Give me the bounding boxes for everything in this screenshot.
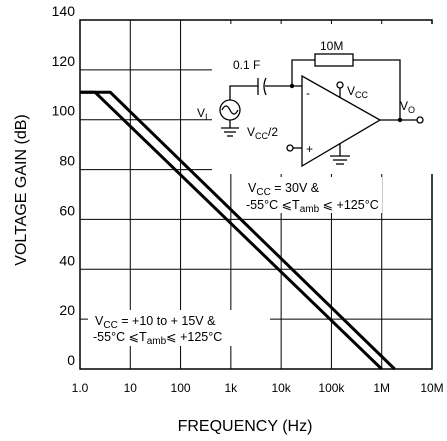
x-tick-label-4: 10k: [271, 381, 291, 395]
input-node-dot: [289, 83, 295, 89]
svg-text:VCC = 30V &: VCC = 30V &: [248, 181, 320, 198]
annotation-2-line2sub: amb: [147, 336, 167, 347]
test-circuit-diagram: 0.1 F 10M - + VI VCC/2 VCC VO: [197, 24, 438, 174]
y-tick-label-1: 20: [59, 302, 75, 318]
x-tick-label-2: 100: [171, 381, 191, 395]
plus-sign: +: [306, 142, 313, 156]
minus-sign: -: [306, 86, 310, 100]
annotation-1-v: V: [248, 181, 257, 195]
vo-label: VO: [400, 99, 415, 115]
x-tick-label-5: 100k: [318, 381, 345, 395]
gain-curve-2: [80, 90, 396, 371]
annotation-2-rest: = +10 to + 15V &: [118, 314, 216, 328]
vcc-pin-terminal: [336, 81, 344, 89]
annotation-2-line2b: ⩽ +125°C: [166, 330, 222, 344]
y-tick-label-4: 80: [59, 153, 75, 169]
feedback-wire-right: [353, 59, 401, 120]
x-tick-label-0: 1.0: [72, 381, 89, 395]
y-tick-label-2: 40: [59, 252, 75, 268]
annotation-vcc-30v: VCC = 30V & -55°C ⩽Tamb ⩽ +125°C: [242, 177, 382, 215]
annotation-1-line2a: -55°C ⩽T: [246, 198, 300, 212]
input-wire: [229, 85, 258, 100]
svg-text:-55°C ⩽Tamb ⩽ +125°C: -55°C ⩽Tamb ⩽ +125°C: [246, 198, 379, 215]
svg-text:-55°C ⩽Tamb⩽ +125°C: -55°C ⩽Tamb⩽ +125°C: [93, 330, 222, 347]
y-tick-label-0: 0: [67, 352, 75, 368]
plot-frame: [79, 19, 433, 370]
vcc2-terminal: [286, 144, 294, 152]
y-tick-label-3: 60: [59, 202, 75, 218]
annotation-2-sub: CC: [103, 320, 117, 331]
x-tick-label-1: 10: [124, 381, 138, 395]
vcc2-label: VCC/2: [247, 125, 278, 141]
y-axis-label: VOLTAGE GAIN (dB): [13, 114, 30, 265]
feedback-wire-left: [291, 59, 315, 86]
annotation-2-v: V: [95, 314, 104, 328]
x-tick-label-3: 1k: [225, 381, 239, 395]
output-terminal: [416, 116, 424, 124]
op-amp-symbol: [301, 74, 382, 168]
capacitor-plate-right: [263, 77, 267, 96]
y-tick-label-7: 140: [52, 3, 76, 19]
annotation-1-rest: = 30V &: [271, 181, 320, 195]
x-tick-label-6: 1M: [373, 381, 390, 395]
annotation-1-sub: CC: [256, 187, 270, 198]
resistor-label: 10M: [320, 39, 343, 53]
svg-text:VCC = +10 to + 15V &: VCC = +10 to + 15V &: [95, 314, 216, 331]
x-tick-label-7: 10M: [420, 381, 443, 395]
gain-curves: [80, 90, 396, 371]
x-axis-label: FREQUENCY (Hz): [178, 418, 313, 435]
y-tick-label-6: 120: [52, 53, 76, 69]
capacitor-label: 0.1 F: [233, 58, 260, 72]
annotation-vcc-10-15v: VCC = +10 to + 15V & -55°C ⩽Tamb⩽ +125°C: [88, 310, 270, 347]
x-tick-labels: 1.0 10 100 1k 10k 100k 1M 10M: [72, 381, 444, 395]
annotation-1-line2b: ⩽ +125°C: [319, 198, 379, 212]
annotation-2-line2a: -55°C ⩽T: [93, 330, 147, 344]
vcc-label: VCC: [347, 84, 369, 100]
output-node-dot: [397, 117, 403, 123]
annotation-1-line2sub: amb: [300, 204, 320, 215]
y-tick-labels: 0 20 40 60 80 100 120 140: [52, 3, 76, 368]
y-tick-label-5: 100: [52, 103, 76, 119]
vi-label: VI: [197, 106, 208, 122]
